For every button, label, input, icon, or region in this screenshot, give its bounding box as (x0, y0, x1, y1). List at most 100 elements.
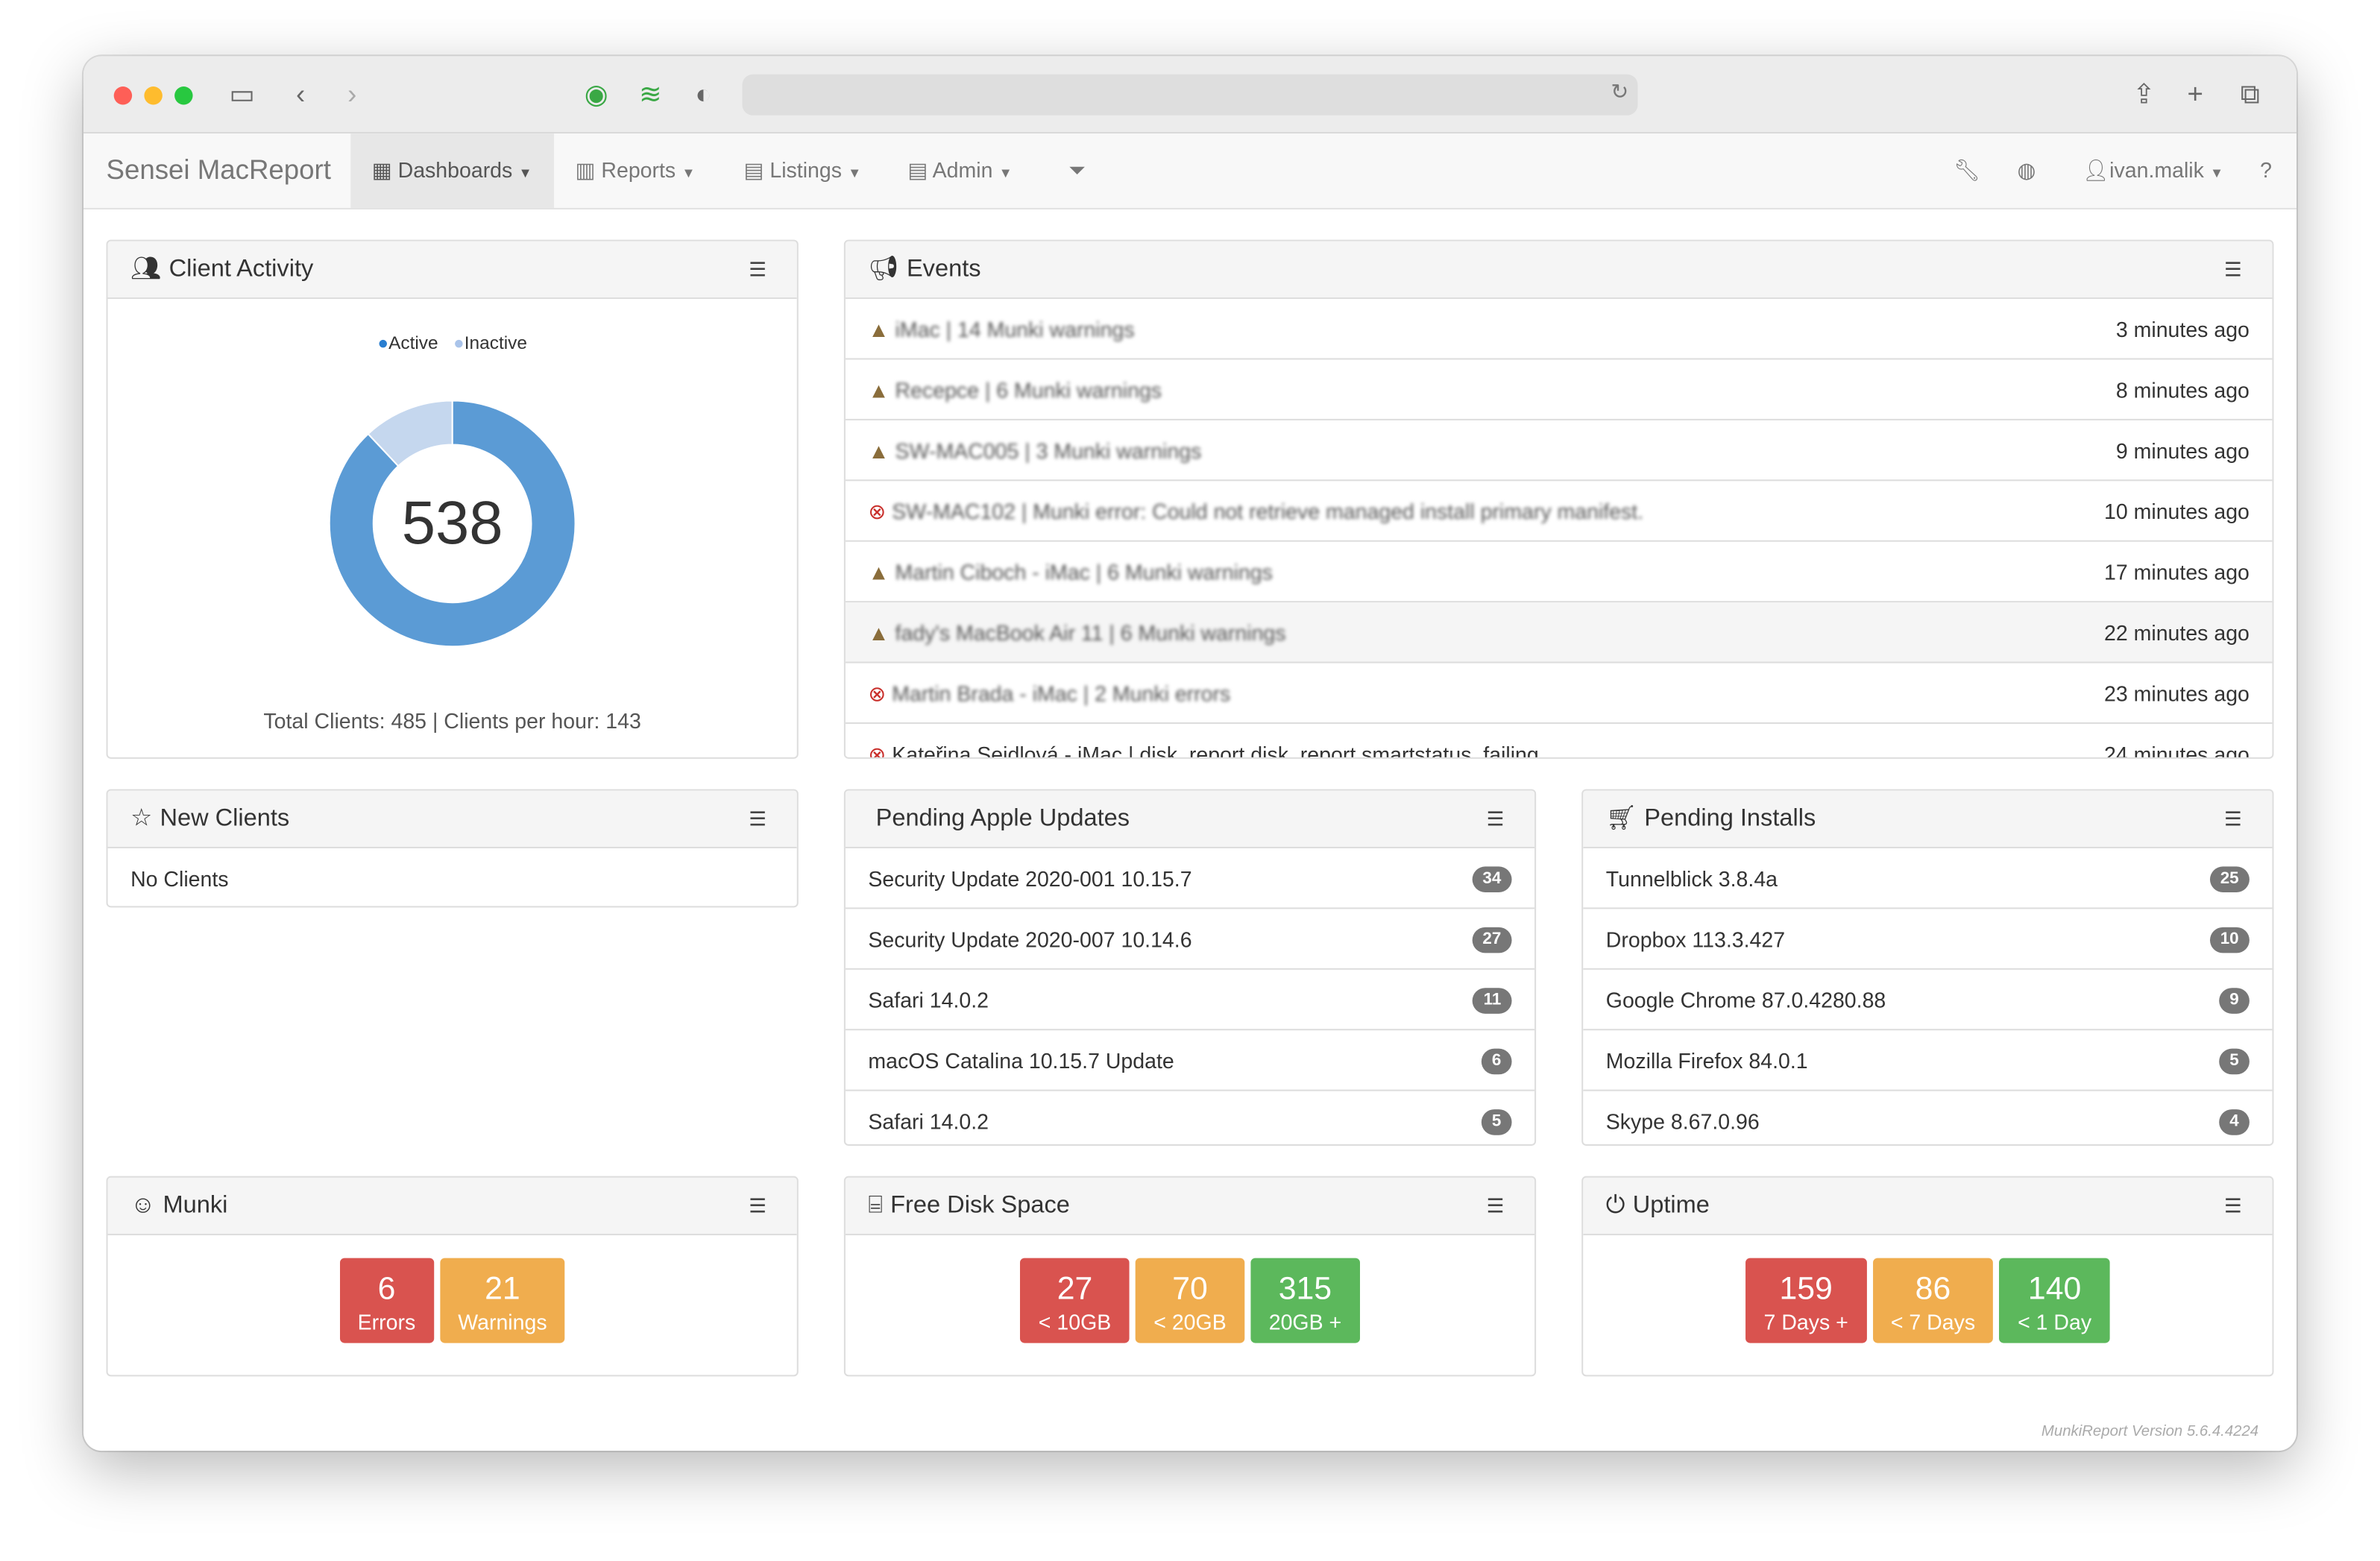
count-badge: 25 (2209, 866, 2250, 892)
tile-value: 70 (1172, 1271, 1208, 1307)
event-time: 17 minutes ago (2104, 560, 2250, 584)
tile-value: 140 (2027, 1271, 2082, 1307)
brand[interactable]: Sensei MacReport (106, 154, 331, 186)
nav-reports[interactable]: ▥ Reports ▼ (554, 133, 717, 208)
event-row[interactable]: ▲ Martin Ciboch - iMac | 6 Munki warning… (845, 542, 2273, 603)
list-item[interactable]: Safari 14.0.2 5 (846, 1091, 1534, 1144)
legend-active[interactable]: Active (388, 332, 438, 354)
filter-icon[interactable]: ⏷ (1068, 157, 1086, 183)
stat-tile[interactable]: 21 Warnings (439, 1258, 566, 1343)
zoom-window-button[interactable] (174, 86, 193, 105)
event-time: 22 minutes ago (2104, 620, 2250, 646)
close-window-button[interactable] (113, 86, 133, 105)
event-text[interactable]: SW-MAC005 | 3 Munki warnings (895, 438, 1202, 463)
item-name[interactable]: Safari 14.0.2 (868, 1109, 989, 1134)
forward-icon[interactable]: › (347, 78, 357, 110)
new-tab-icon[interactable]: + (2187, 78, 2203, 110)
minimize-window-button[interactable] (144, 86, 163, 105)
stat-tile[interactable]: 6 Errors (339, 1258, 434, 1343)
item-name[interactable]: Dropbox 113.3.427 (1605, 927, 1786, 952)
event-row[interactable]: ▲ SW-MAC005 | 3 Munki warnings 9 minutes … (845, 420, 2273, 482)
item-name[interactable]: Tunnelblick 3.8.4a (1605, 866, 1778, 891)
list-menu-icon[interactable]: ☰ (2224, 807, 2242, 830)
event-text[interactable]: iMac | 14 Munki warnings (895, 317, 1135, 342)
list-item[interactable]: macOS Catalina 10.15.7 Update 6 (845, 1030, 1535, 1091)
tile-label: 20GB + (1268, 1309, 1342, 1334)
nav-admin[interactable]: ▤ Admin ▼ (887, 133, 1033, 208)
list-item[interactable]: Google Chrome 87.0.4280.88 9 (1583, 970, 2273, 1031)
donut-slice-inactive[interactable] (367, 400, 453, 467)
caret-down-icon: ▼ (681, 165, 696, 181)
event-row[interactable]: ⊗ Kateřina Seidlová - iMac | disk_report… (846, 724, 2273, 759)
event-text[interactable]: Martin Ciboch - iMac | 6 Munki warnings (895, 560, 1273, 584)
event-row[interactable]: ⊗ SW-MAC102 | Munki error: Could not ret… (845, 481, 2273, 542)
tabs-icon[interactable]: ⧉ (2240, 78, 2260, 110)
user-icon: 👤︎ (2082, 157, 2110, 183)
donut-slice-active[interactable] (328, 400, 576, 648)
item-name[interactable]: Mozilla Firefox 84.0.1 (1605, 1048, 1808, 1073)
list-item[interactable]: Security Update 2020-001 10.15.7 34 (845, 848, 1535, 909)
stat-tile[interactable]: 70 < 20GB (1135, 1258, 1245, 1343)
list-item[interactable]: Mozilla Firefox 84.0.1 5 (1583, 1030, 2273, 1091)
list-item[interactable]: Skype 8.67.0.96 4 (1583, 1091, 2272, 1144)
munki-panel: ☺ Munki ☰ 6 Errors 21 Warnings (106, 1176, 799, 1377)
stat-tile[interactable]: 315 20GB + (1250, 1258, 1360, 1343)
list-item[interactable]: Security Update 2020-007 10.14.6 27 (845, 909, 1535, 970)
list-item[interactable]: Safari 14.0.2 11 (845, 970, 1535, 1031)
stat-tile[interactable]: 140 < 1 Day (1999, 1258, 2110, 1343)
item-name[interactable]: macOS Catalina 10.15.7 Update (868, 1048, 1174, 1073)
layers-icon[interactable]: ≋ (639, 78, 662, 110)
list-menu-icon[interactable]: ☰ (749, 258, 767, 281)
nav-dashboards[interactable]: ▦ Dashboards ▼ (350, 133, 554, 208)
item-name[interactable]: Safari 14.0.2 (868, 988, 989, 1012)
list-menu-icon[interactable]: ☰ (1486, 807, 1505, 830)
event-row[interactable]: ▲ fady's MacBook Air 11 | 6 Munki warnin… (845, 602, 2273, 663)
count-badge: 5 (1481, 1109, 1512, 1135)
nav-listings[interactable]: ▤ Listings ▼ (722, 133, 883, 208)
item-name[interactable]: Skype 8.67.0.96 (1605, 1109, 1760, 1134)
event-text[interactable]: Recepce | 6 Munki warnings (895, 377, 1162, 403)
reload-icon[interactable]: ↻ (1611, 78, 1629, 104)
list-item[interactable]: Dropbox 113.3.427 10 (1583, 909, 2273, 970)
client-stats: Total Clients: 485 | Clients per hour: 1… (263, 708, 641, 734)
event-text[interactable]: Martin Brada - iMac | 2 Munki errors (892, 681, 1231, 706)
panel-title: Pending Apple Updates (875, 805, 1130, 832)
power-icon: ⏻ (1605, 1193, 1625, 1219)
list-menu-icon[interactable]: ☰ (2224, 258, 2242, 281)
help-button[interactable]: ? (2260, 157, 2273, 183)
sidebar-icon[interactable]: ▭ (229, 78, 256, 110)
stat-tile[interactable]: 159 7 Days + (1745, 1258, 1867, 1343)
event-time: 3 minutes ago (2115, 317, 2250, 342)
event-row[interactable]: ▲ iMac | 14 Munki warnings 3 minutes ago (845, 299, 2273, 360)
list-menu-icon[interactable]: ☰ (1486, 1194, 1505, 1217)
event-row[interactable]: ▲ Recepce | 6 Munki warnings 8 minutes ag… (845, 359, 2273, 420)
share-icon[interactable]: ⇪ (2132, 78, 2156, 110)
legend-inactive[interactable]: Inactive (464, 332, 527, 354)
stat-tile[interactable]: 86 < 7 Days (1872, 1258, 1994, 1343)
list-menu-icon[interactable]: ☰ (749, 807, 767, 830)
list-menu-icon[interactable]: ☰ (2224, 1194, 2242, 1217)
globe-icon[interactable]: ◍ (2017, 157, 2036, 183)
list-menu-icon[interactable]: ☰ (749, 1194, 767, 1217)
nav-label: Reports (601, 157, 676, 183)
panel-title: New Clients (160, 805, 290, 832)
back-icon[interactable]: ‹ (295, 78, 306, 110)
error-icon: ⊗ (868, 742, 887, 759)
uptime-panel: ⏻ Uptime ☰ 159 7 Days +86 < 7 Days 140 < 1 Day (1581, 1176, 2274, 1377)
wrench-icon[interactable]: 🔧︎ (1953, 157, 1981, 183)
event-row[interactable]: ⊗ Martin Brada - iMac | 2 Munki errors 23… (845, 663, 2273, 725)
caret-down-icon: ▼ (518, 165, 532, 181)
user-menu[interactable]: 👤︎ivan.malik ▼ (2061, 133, 2244, 208)
shield-icon[interactable]: ◐ (695, 78, 712, 110)
event-text[interactable]: SW-MAC102 | Munki error: Could not retri… (892, 499, 1644, 524)
event-text[interactable]: Kateřina Seidlová - iMac | disk_report d… (892, 742, 1539, 759)
stat-tile[interactable]: 27 < 10GB (1020, 1258, 1130, 1343)
address-bar[interactable]: ↻ (742, 74, 1638, 116)
legend-dot-active: ● (377, 332, 389, 354)
event-text[interactable]: fady's MacBook Air 11 | 6 Munki warnings (895, 620, 1286, 646)
list-item[interactable]: Tunnelblick 3.8.4a 25 (1583, 848, 2273, 909)
item-name[interactable]: Security Update 2020-001 10.15.7 (868, 866, 1192, 891)
password-icon[interactable]: ◉ (584, 78, 608, 110)
item-name[interactable]: Google Chrome 87.0.4280.88 (1605, 988, 1886, 1012)
item-name[interactable]: Security Update 2020-007 10.14.6 (868, 927, 1192, 952)
